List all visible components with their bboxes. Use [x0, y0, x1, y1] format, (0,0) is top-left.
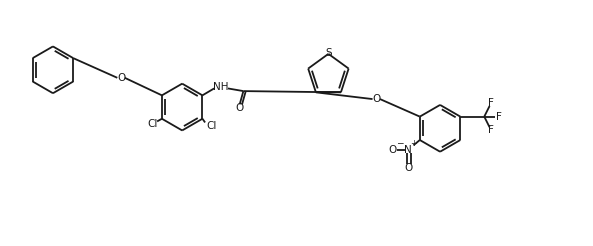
Text: O: O	[235, 103, 243, 113]
Text: +: +	[410, 139, 417, 148]
Text: Cl: Cl	[207, 121, 217, 131]
Text: O: O	[388, 145, 397, 154]
Text: F: F	[488, 98, 494, 108]
Text: −: −	[396, 139, 403, 148]
Text: F: F	[496, 112, 502, 122]
Text: Cl: Cl	[147, 119, 158, 129]
Text: F: F	[488, 125, 494, 135]
Text: O: O	[117, 73, 125, 83]
Text: S: S	[325, 48, 331, 58]
Text: O: O	[404, 163, 412, 173]
Text: O: O	[372, 94, 380, 104]
Text: N: N	[404, 145, 412, 154]
Text: NH: NH	[213, 82, 229, 92]
